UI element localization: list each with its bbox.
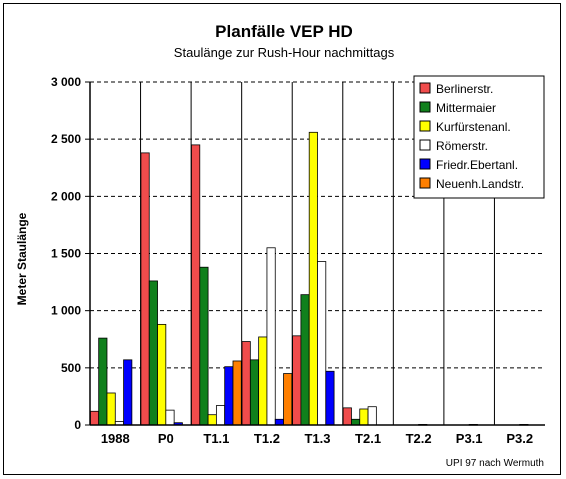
bar [89,410,100,426]
chart-subtitle: Staulänge zur Rush-Hour nachmittags [174,45,395,60]
bar [317,261,327,426]
bar [148,280,158,426]
legend-swatch [419,139,431,151]
y-tick-labels: 0 500 1 000 1 500 2 000 2 500 3 000 [51,75,90,432]
bar [367,406,377,426]
legend-swatch [419,101,431,113]
legend-box [413,75,545,199]
y-axis-label: Meter Staulänge [15,212,29,305]
bar [157,323,167,426]
x-tick-labels: 1988 P0 T1.1 T1.2 T1.3 T2.1 T2.2 P3.1 P3.2 [101,431,533,446]
bar [308,131,318,426]
credit-text: UPI 97 nach Wermuth [446,458,544,469]
bar [199,266,209,426]
bar [258,336,268,426]
y-tick-label: 2 000 [51,189,81,203]
bar [283,373,293,426]
y-tick-label: 3 000 [51,75,81,89]
bar [232,360,242,426]
x-tick-label: 1988 [101,431,130,446]
legend-swatch [419,82,431,94]
y-tick-label: 1 500 [51,247,81,261]
bar [351,418,361,426]
legend-swatch [419,158,431,170]
bar [191,144,201,426]
x-tick-label: T2.1 [355,431,381,446]
bar [300,294,310,426]
legend-swatch [419,177,431,189]
bar [98,337,108,426]
legend-entry: Kurfürstenanl. [436,120,511,134]
bar [215,405,226,426]
bar [292,335,302,426]
chart-frame: Planfälle VEP HD Staulänge zur Rush-Hour… [3,3,561,475]
bar [207,414,217,426]
bar-chart: Planfälle VEP HD Staulänge zur Rush-Hour… [15,22,545,469]
legend-entry: Berlinerstr. [436,82,493,96]
bar [266,247,276,426]
y-tick-label: 500 [61,361,81,375]
y-tick-label: 2 500 [51,132,81,146]
bar [342,407,352,426]
bar [165,409,175,426]
bar [249,359,260,426]
bar [106,392,116,426]
bar [359,408,369,426]
y-tick-label: 1 000 [51,304,81,318]
bar [241,341,251,426]
bar [325,370,335,426]
x-tick-label: P3.1 [456,431,483,446]
bar [123,359,133,426]
legend-entry: Römerstr. [436,139,488,153]
bar [224,366,234,426]
chart-title: Planfälle VEP HD [215,22,353,41]
legend-entry: Neuenh.Landstr. [436,177,524,191]
y-tick-label: 0 [74,418,81,432]
legend-entry: Mittermaier [436,101,496,115]
x-tick-label: T1.1 [203,431,229,446]
x-tick-label: P0 [158,431,174,446]
legend-entry: Friedr.Ebertanl. [436,158,518,172]
legend: Berlinerstr. Mittermaier Kurfürstenanl. Röm… [413,75,545,199]
x-tick-label: T1.2 [254,431,280,446]
bar [274,418,284,426]
x-tick-label: T2.2 [406,431,432,446]
legend-swatch [419,120,431,132]
x-tick-label: P3.2 [506,431,533,446]
bar [140,152,150,426]
x-tick-label: T1.3 [304,431,330,446]
bars [89,131,529,426]
